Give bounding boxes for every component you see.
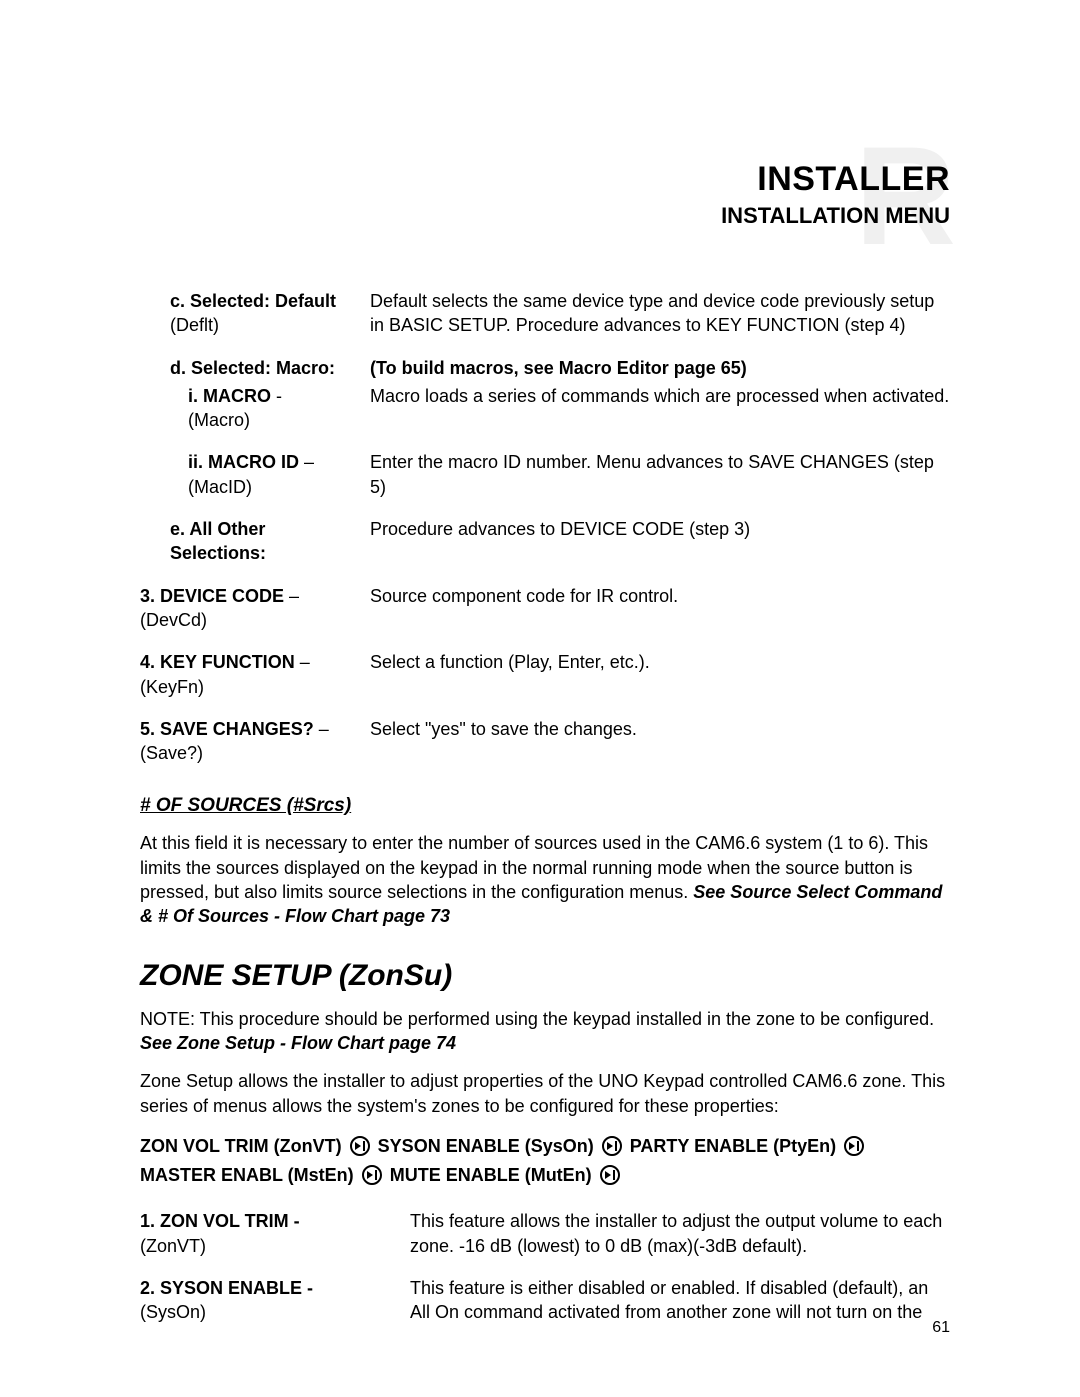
term-paren: (MacID) [188, 477, 252, 497]
term-bold: 1. ZON VOL TRIM - [140, 1211, 300, 1231]
def-desc: Macro loads a series of commands which a… [370, 384, 950, 408]
zone-intro: Zone Setup allows the installer to adjus… [140, 1069, 950, 1118]
def-desc: Select "yes" to save the changes. [370, 717, 950, 741]
def-row: e. All Other Selections: Procedure advan… [140, 517, 950, 566]
def-desc: Default selects the same device type and… [370, 289, 950, 338]
def-row: ii. MACRO ID – (MacID) Enter the macro I… [140, 450, 950, 499]
def-row: 3. DEVICE CODE – (DevCd) Source componen… [140, 584, 950, 633]
def-row: i. MACRO - (Macro) Macro loads a series … [140, 384, 950, 433]
def-term: i. MACRO - (Macro) [140, 384, 370, 433]
term-paren: (KeyFn) [140, 677, 204, 697]
def-term: c. Selected: Default (Deflt) [140, 289, 370, 338]
next-icon [362, 1165, 382, 1185]
term-bold: c. Selected: Default [170, 291, 336, 311]
zone-item-term: 2. SYSON ENABLE - (SysOn) [140, 1276, 410, 1325]
header-subtitle: INSTALLATION MENU [140, 203, 950, 229]
term-bold: d. Selected: Macro: [170, 358, 335, 378]
term-paren: (Macro) [188, 410, 250, 430]
term-paren: (ZonVT) [140, 1236, 206, 1256]
term-bold: 3. DEVICE CODE [140, 586, 284, 606]
term-dash: - [271, 386, 282, 406]
page: R INSTALLER INSTALLATION MENU c. Selecte… [0, 0, 1080, 1397]
term-bold: i. MACRO [188, 386, 271, 406]
def-row: d. Selected: Macro: (To build macros, se… [140, 356, 950, 380]
zone-note-ref: See Zone Setup - Flow Chart page 74 [140, 1033, 456, 1053]
term-bold: 4. KEY FUNCTION [140, 652, 295, 672]
term-bold: 5. SAVE CHANGES? [140, 719, 314, 739]
next-icon [600, 1165, 620, 1185]
next-icon [602, 1136, 622, 1156]
def-desc: Procedure advances to DEVICE CODE (step … [370, 517, 950, 541]
term-dash: – [295, 652, 310, 672]
next-icon [350, 1136, 370, 1156]
def-row: 5. SAVE CHANGES? – (Save?) Select "yes" … [140, 717, 950, 766]
def-desc-bold: (To build macros, see Macro Editor page … [370, 356, 950, 380]
def-desc: Enter the macro ID number. Menu advances… [370, 450, 950, 499]
zone-setup-heading: ZONE SETUP (ZonSu) [140, 959, 950, 993]
def-term: e. All Other Selections: [140, 517, 370, 566]
zone-item-row: 1. ZON VOL TRIM - (ZonVT) This feature a… [140, 1209, 950, 1258]
term-dash: – [299, 452, 314, 472]
def-desc: Select a function (Play, Enter, etc.). [370, 650, 950, 674]
nav-item: MUTE ENABLE (MutEn) [390, 1165, 592, 1185]
term-dash: – [284, 586, 299, 606]
def-term: 3. DEVICE CODE – (DevCd) [140, 584, 370, 633]
nav-item: PARTY ENABLE (PtyEn) [630, 1136, 836, 1156]
zone-item-term: 1. ZON VOL TRIM - (ZonVT) [140, 1209, 410, 1258]
header-title: INSTALLER [140, 160, 950, 199]
term-paren: (DevCd) [140, 610, 207, 630]
nav-item: SYSON ENABLE (SysOn) [378, 1136, 594, 1156]
term-paren: (Save?) [140, 743, 203, 763]
sources-paragraph: At this field it is necessary to enter t… [140, 831, 950, 928]
def-term: 4. KEY FUNCTION – (KeyFn) [140, 650, 370, 699]
term-bold: e. All Other Selections: [170, 519, 266, 563]
def-term: d. Selected: Macro: [140, 356, 370, 380]
def-term: ii. MACRO ID – (MacID) [140, 450, 370, 499]
next-icon [844, 1136, 864, 1156]
zone-item-desc: This feature is either disabled or enabl… [410, 1276, 950, 1325]
zone-item-row: 2. SYSON ENABLE - (SysOn) This feature i… [140, 1276, 950, 1325]
nav-item: ZON VOL TRIM (ZonVT) [140, 1136, 342, 1156]
zone-item-desc: This feature allows the installer to adj… [410, 1209, 950, 1258]
sources-heading: # OF SOURCES (#Srcs) [140, 795, 950, 817]
term-bold: 2. SYSON ENABLE - [140, 1278, 313, 1298]
zone-nav-sequence: ZON VOL TRIM (ZonVT) SYSON ENABLE (SysOn… [140, 1132, 950, 1190]
content: c. Selected: Default (Deflt) Default sel… [140, 289, 950, 1325]
def-desc: Source component code for IR control. [370, 584, 950, 608]
zone-note-text: NOTE: This procedure should be performed… [140, 1009, 934, 1029]
term-bold: ii. MACRO ID [188, 452, 299, 472]
nav-item: MASTER ENABL (MstEn) [140, 1165, 354, 1185]
term-paren: (Deflt) [170, 315, 219, 335]
def-term: 5. SAVE CHANGES? – (Save?) [140, 717, 370, 766]
term-paren: (SysOn) [140, 1302, 206, 1322]
def-row: c. Selected: Default (Deflt) Default sel… [140, 289, 950, 338]
term-dash: – [314, 719, 329, 739]
def-row: 4. KEY FUNCTION – (KeyFn) Select a funct… [140, 650, 950, 699]
page-header: INSTALLER INSTALLATION MENU [140, 160, 950, 229]
zone-note: NOTE: This procedure should be performed… [140, 1007, 950, 1056]
